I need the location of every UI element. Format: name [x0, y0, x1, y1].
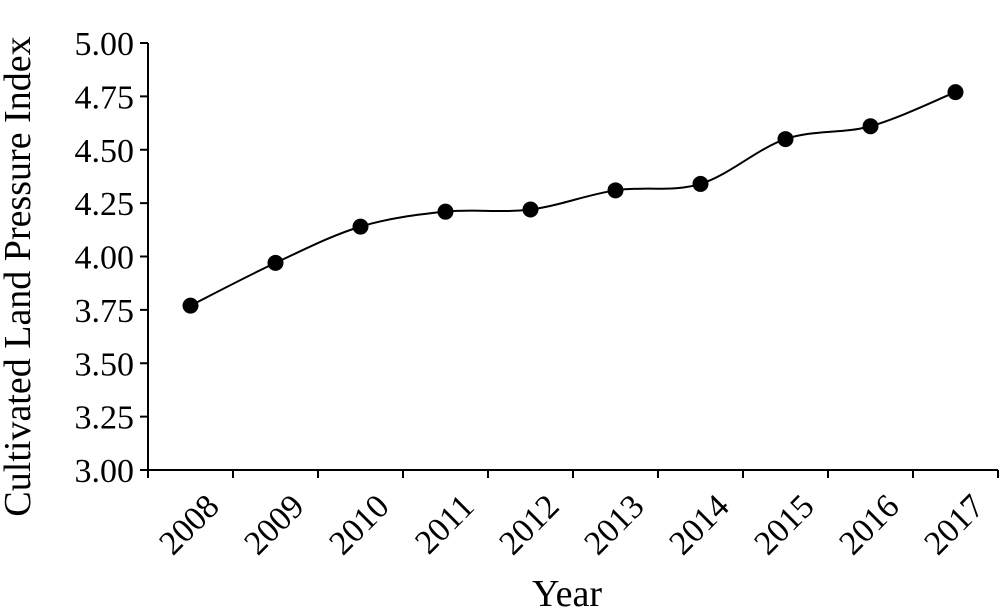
y-tick-label: 3.50 [75, 346, 135, 383]
data-point [267, 254, 284, 271]
data-point [607, 182, 624, 199]
data-point [862, 118, 879, 135]
y-tick-label: 4.75 [75, 79, 135, 116]
x-tick-label: 2016 [832, 488, 906, 562]
y-tick-label: 3.75 [75, 293, 135, 330]
y-tick-label: 3.25 [75, 400, 135, 437]
x-tick-label: 2011 [408, 488, 481, 561]
y-axis: 3.00 3.25 3.50 3.75 4.00 4.25 4.50 4.75 5.00 [75, 26, 149, 490]
y-tick-label: 4.00 [75, 240, 135, 277]
data-point [777, 131, 794, 148]
series-line-group [190, 91, 956, 307]
x-tick-label: 2009 [237, 488, 311, 562]
y-tick-label: 3.00 [75, 453, 135, 490]
data-point [692, 175, 709, 192]
data-point [947, 84, 964, 101]
y-tick-label: 4.25 [75, 186, 135, 223]
data-points [182, 84, 964, 314]
x-axis-title: Year [532, 573, 602, 609]
x-tick-label: 2012 [492, 488, 566, 562]
x-tick-label: 2013 [577, 488, 651, 562]
y-tick-label: 5.00 [75, 26, 135, 63]
x-tick-label: 2017 [917, 488, 991, 562]
data-point [352, 218, 369, 235]
x-tick-label: 2015 [747, 488, 821, 562]
x-tick-label: 2014 [662, 488, 736, 562]
x-axis: 2008 2009 2010 2011 2012 2013 2014 2015 2016 2017 [147, 469, 999, 562]
x-tick-label: 2010 [322, 488, 396, 562]
data-point [437, 203, 454, 220]
data-point [522, 201, 539, 218]
data-point [182, 297, 199, 314]
y-axis-title: Cultivated Land Pressure Index [0, 36, 39, 516]
series-line [190, 91, 956, 307]
y-tick-label: 4.50 [75, 133, 135, 170]
x-tick-label: 2008 [152, 488, 226, 562]
